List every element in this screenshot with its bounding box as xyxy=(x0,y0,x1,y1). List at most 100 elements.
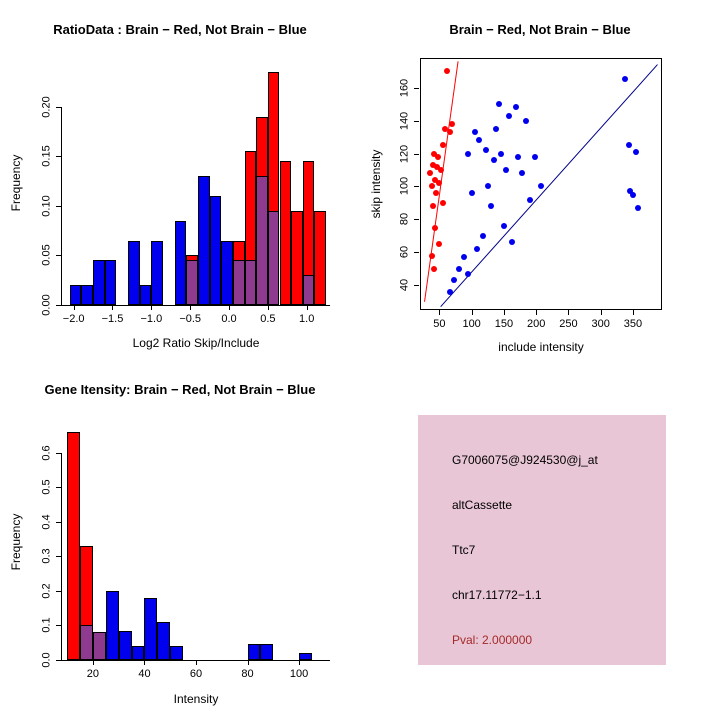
scatter-point xyxy=(498,150,505,157)
histogram-bar xyxy=(157,621,171,660)
y-tick-label: 0.2 xyxy=(40,583,53,599)
gene-intensity-histogram-title: Gene Itensity: Brain − Red, Not Brain − … xyxy=(44,382,316,397)
y-tick-label: 100 xyxy=(398,177,411,196)
scatter-point xyxy=(441,125,448,132)
x-tick-label: 0.0 xyxy=(221,313,237,325)
scatter-point xyxy=(635,204,642,211)
x-axis-tick xyxy=(299,660,301,665)
event-type-text: altCassette xyxy=(452,498,513,512)
scatter-point xyxy=(460,254,467,261)
scatter-point xyxy=(437,167,444,173)
x-tick-label: 20 xyxy=(86,668,100,680)
y-axis-tick xyxy=(56,156,61,158)
x-axis-tick xyxy=(151,305,153,310)
y-tick-label: 0.6 xyxy=(40,444,53,461)
scatter-point xyxy=(531,153,538,160)
histogram-bar xyxy=(186,260,198,305)
scatter-point xyxy=(506,112,513,119)
scatter-point xyxy=(433,190,440,197)
plot-border xyxy=(420,58,662,310)
histogram-bar xyxy=(279,161,292,305)
fit-line xyxy=(440,64,658,308)
scatter-point xyxy=(465,150,472,157)
histogram-bar xyxy=(232,260,245,305)
y-tick-label: 0.05 xyxy=(40,244,53,267)
scatter-point xyxy=(468,190,475,197)
x-axis-tick xyxy=(600,310,602,315)
scatter-point xyxy=(429,203,436,210)
histogram-bar xyxy=(244,260,257,305)
x-tick-label: 250 xyxy=(559,318,578,330)
y-axis-tick xyxy=(414,285,419,287)
x-axis-tick xyxy=(112,305,114,310)
scatter-point xyxy=(476,137,483,144)
scatter-point xyxy=(482,147,489,154)
scatter-point xyxy=(515,153,522,160)
y-tick-label: 0.10 xyxy=(40,195,53,217)
y-axis-tick xyxy=(56,521,61,523)
x-axis-tick xyxy=(247,660,249,665)
scatter-point xyxy=(627,188,634,195)
scatter-point xyxy=(433,163,440,170)
histogram-bar xyxy=(267,210,280,305)
x-tick-label: 350 xyxy=(623,318,643,330)
x-tick-label: 100 xyxy=(462,318,481,330)
x-axis-tick xyxy=(267,305,269,310)
scatter-point xyxy=(509,239,516,246)
scatter-point xyxy=(440,199,447,206)
histogram-bar xyxy=(92,632,106,660)
x-axis-tick xyxy=(73,305,75,310)
histogram-bar xyxy=(93,260,105,305)
y-tick-label: 0.5 xyxy=(40,479,53,495)
x-tick-label: 100 xyxy=(289,668,309,680)
ratio-histogram-xlabel: Log2 Ratio Skip/Include xyxy=(132,336,260,350)
y-axis-tick xyxy=(56,556,61,558)
scatter-point xyxy=(632,148,639,155)
intensity-scatter-panel: Brain − Red, Not Brain − Blue skip inten… xyxy=(360,0,720,360)
scatter-point xyxy=(503,167,510,173)
histogram-bar xyxy=(69,285,82,305)
y-tick-label: 140 xyxy=(398,111,411,130)
scatter-point xyxy=(426,170,433,177)
y-axis-tick xyxy=(414,120,419,122)
y-tick-label: 40 xyxy=(398,279,411,292)
gene-symbol-text: Ttc7 xyxy=(452,543,476,557)
x-tick-label: −1.5 xyxy=(101,313,124,325)
histogram-bar xyxy=(302,275,315,305)
scatter-point xyxy=(439,142,446,149)
ratio-histogram-panel: RatioData : Brain − Red, Not Brain − Blu… xyxy=(0,0,360,360)
y-axis-tick xyxy=(56,660,61,661)
histogram-bar xyxy=(174,220,187,305)
y-tick-label: 0.0 xyxy=(40,652,53,668)
scatter-point xyxy=(431,150,438,157)
y-tick-label: 0.00 xyxy=(40,294,53,316)
histogram-bar xyxy=(104,260,117,305)
scatter-point xyxy=(436,180,443,187)
pval-text: Pval: 2.000000 xyxy=(452,633,533,647)
histogram-bar xyxy=(247,644,261,660)
histogram-bar xyxy=(81,285,94,305)
histogram-bar xyxy=(128,240,140,305)
x-tick-label: 40 xyxy=(138,668,151,680)
gene-intensity-histogram-plot-area: 20 40 60 80 100 0.0 0.1 0.2 0.3 0.4 0.5 0.6 xyxy=(0,360,360,720)
chromosome-location-text: chr17.11772−1.1 xyxy=(452,588,542,602)
scatter-point xyxy=(428,252,435,259)
y-tick-label: 0.4 xyxy=(40,514,53,530)
y-axis-tick xyxy=(56,205,61,207)
scatter-point xyxy=(626,142,633,149)
y-tick-label: 60 xyxy=(398,246,411,259)
scatter-point xyxy=(428,183,435,190)
histogram-bar xyxy=(256,176,268,305)
y-tick-label: 120 xyxy=(398,144,411,163)
x-axis-tick xyxy=(196,660,197,665)
scatter-point xyxy=(512,104,519,111)
y-axis-tick xyxy=(414,219,419,221)
x-tick-label: −0.5 xyxy=(179,313,202,325)
intensity-scatter-title: Brain − Red, Not Brain − Blue xyxy=(449,22,631,37)
histogram-bar xyxy=(131,646,145,660)
histogram-bar xyxy=(67,431,81,660)
x-tick-label: 80 xyxy=(241,668,254,680)
gene-intensity-histogram-panel: Gene Itensity: Brain − Red, Not Brain − … xyxy=(0,360,360,720)
y-axis-tick xyxy=(56,590,61,592)
